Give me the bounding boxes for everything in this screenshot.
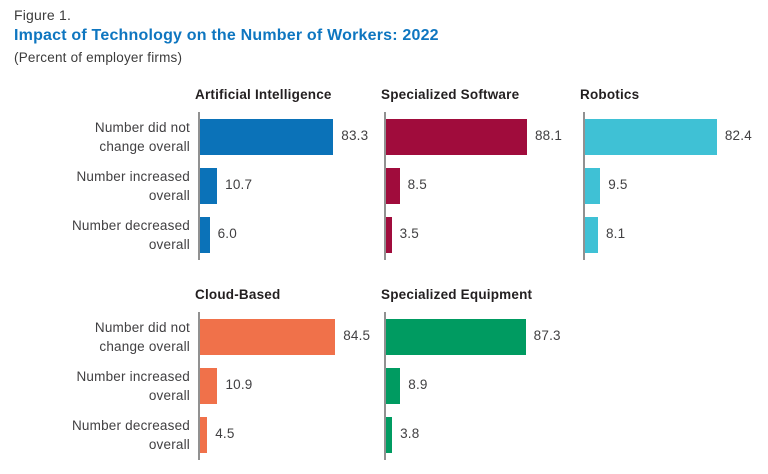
category-label-line: change overall xyxy=(99,339,190,354)
category-label: Number increased overall xyxy=(0,167,190,205)
category-label-line: Number did not xyxy=(94,120,190,135)
bar xyxy=(386,319,526,355)
bar xyxy=(386,217,392,253)
axis-line xyxy=(384,112,386,260)
category-label: Number decreased overall xyxy=(0,216,190,254)
bar xyxy=(386,368,401,404)
value-label: 3.5 xyxy=(399,226,419,241)
value-label: 84.5 xyxy=(343,328,371,343)
figure-subtitle: (Percent of employer firms) xyxy=(14,50,183,65)
category-label-line: overall xyxy=(148,237,190,252)
value-label: 82.4 xyxy=(724,128,752,143)
group-header: Artificial Intelligence xyxy=(195,87,332,102)
axis-line xyxy=(198,312,200,460)
value-label: 9.5 xyxy=(608,177,628,192)
bar xyxy=(585,119,717,155)
figure-label: Figure 1. xyxy=(14,7,72,23)
value-label: 83.3 xyxy=(341,128,369,143)
category-label: Number increased overall xyxy=(0,367,190,405)
bar xyxy=(200,417,208,453)
figure-title: Impact of Technology on the Number of Wo… xyxy=(14,27,439,44)
category-label-line: overall xyxy=(148,437,190,452)
value-label: 8.5 xyxy=(407,177,427,192)
bar xyxy=(200,168,218,204)
value-label: 3.8 xyxy=(400,426,420,441)
bar xyxy=(386,119,527,155)
category-label-line: Number decreased xyxy=(71,218,190,233)
group-header: Cloud-Based xyxy=(195,287,281,302)
bar xyxy=(585,168,601,204)
category-label-line: Number increased xyxy=(76,369,190,384)
bar xyxy=(386,168,400,204)
value-label: 10.9 xyxy=(225,377,253,392)
category-label: Number did not change overall xyxy=(0,118,190,156)
value-label: 8.1 xyxy=(605,226,626,241)
bar xyxy=(386,417,393,453)
value-label: 10.7 xyxy=(225,177,253,192)
bar xyxy=(585,217,598,253)
group-header: Robotics xyxy=(580,87,640,102)
category-label-line: Number did not xyxy=(94,320,190,335)
bar xyxy=(200,217,210,253)
value-label: 8.9 xyxy=(408,377,428,392)
axis-line xyxy=(198,112,200,260)
axis-line xyxy=(583,112,585,260)
category-label-line: overall xyxy=(148,388,190,403)
value-label: 4.5 xyxy=(215,426,235,441)
category-label-line: overall xyxy=(148,188,190,203)
value-label: 88.1 xyxy=(534,128,563,143)
category-label-line: Number increased xyxy=(76,169,190,184)
group-header: Specialized Equipment xyxy=(381,287,533,302)
value-label: 87.3 xyxy=(533,328,561,343)
bar xyxy=(200,119,334,155)
bar xyxy=(200,319,336,355)
category-label-line: change overall xyxy=(99,139,190,154)
category-label: Number decreased overall xyxy=(0,416,190,454)
group-header: Specialized Software xyxy=(381,87,520,102)
bar xyxy=(200,368,218,404)
category-label: Number did not change overall xyxy=(0,318,190,356)
value-label: 6.0 xyxy=(217,226,237,241)
axis-line xyxy=(384,312,386,460)
category-label-line: Number decreased xyxy=(71,418,190,433)
